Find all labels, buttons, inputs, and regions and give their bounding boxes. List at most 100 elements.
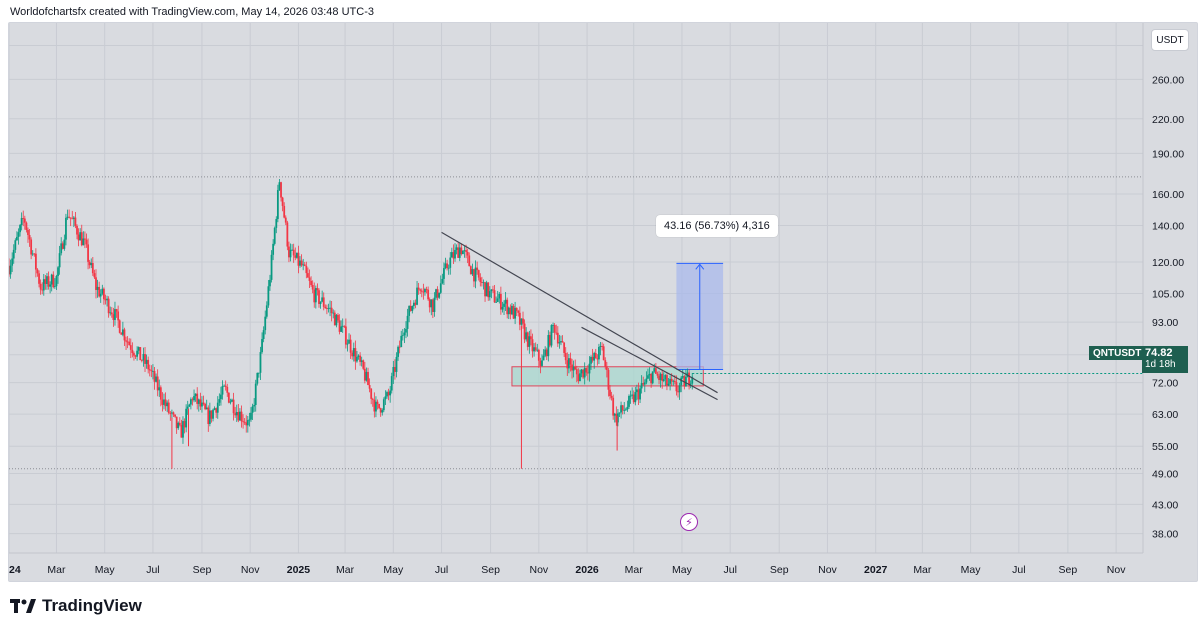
- candle-body: [212, 409, 214, 419]
- candle-body: [240, 411, 243, 422]
- candle-body: [63, 239, 66, 249]
- candle-body: [480, 282, 483, 283]
- candle-body: [666, 375, 668, 386]
- measure-arrow-head: [695, 263, 705, 270]
- candle-body: [496, 298, 499, 302]
- candle-body: [484, 282, 486, 297]
- candle-body: [425, 289, 428, 290]
- candle-body: [438, 292, 441, 298]
- candle-body: [376, 401, 379, 404]
- candle-body: [566, 360, 569, 369]
- candle-body: [621, 405, 624, 411]
- candle-body: [384, 396, 387, 400]
- candle-body: [476, 267, 479, 271]
- candle-body: [631, 394, 634, 396]
- candle-body: [148, 369, 151, 371]
- candle-body: [490, 289, 493, 292]
- candle-body: [272, 243, 275, 255]
- candle-body: [250, 412, 252, 420]
- candle-body: [189, 399, 192, 405]
- candle-body: [463, 250, 466, 251]
- currency-badge[interactable]: USDT: [1151, 29, 1189, 51]
- candle-body: [351, 352, 354, 357]
- candle-body: [85, 239, 88, 245]
- candle-body: [561, 341, 564, 343]
- candle-body: [71, 218, 74, 220]
- candle-body: [539, 360, 542, 366]
- candle-body: [23, 218, 26, 223]
- candle-body: [253, 404, 256, 407]
- candle-body: [580, 369, 583, 374]
- y-tick-label: 38.00: [1152, 529, 1178, 541]
- candle-body: [569, 358, 572, 365]
- candle-body: [159, 387, 162, 400]
- x-tick-label: 2026: [575, 564, 599, 576]
- candle-body: [300, 260, 303, 266]
- candle-body: [623, 409, 626, 411]
- candle-body: [379, 408, 382, 413]
- candle-body: [117, 311, 120, 321]
- candle-body: [659, 373, 662, 380]
- candle-body: [503, 303, 505, 307]
- y-tick-label: 140.00: [1152, 221, 1184, 233]
- candle-body: [457, 247, 460, 258]
- candle-body: [193, 396, 195, 401]
- candle-body: [34, 253, 37, 270]
- candle-body: [613, 413, 616, 416]
- candle-body: [344, 326, 347, 345]
- candle-body: [340, 326, 343, 332]
- candle-body: [460, 247, 463, 255]
- candle-body: [547, 335, 550, 357]
- candle-body: [471, 269, 474, 275]
- candle-body: [264, 316, 267, 331]
- candle-body: [401, 335, 404, 337]
- candle-body: [452, 252, 455, 259]
- candle-body: [42, 279, 45, 291]
- candle-body: [185, 408, 188, 428]
- candle-body: [175, 416, 178, 429]
- candle-body: [588, 363, 591, 374]
- measure-label: 43.16 (56.73%) 4,316: [656, 215, 778, 237]
- x-tick-label: May: [672, 564, 693, 576]
- candle-body: [239, 411, 241, 421]
- candle-body: [145, 359, 148, 364]
- candle-body: [194, 393, 197, 397]
- candle-body: [61, 243, 64, 249]
- tradingview-logo-icon: [10, 599, 36, 613]
- x-tick-label: Mar: [913, 564, 932, 576]
- candle-body: [618, 412, 621, 414]
- candle-body: [632, 394, 635, 403]
- candle-body: [534, 347, 537, 351]
- chart-panel[interactable]: 38.0043.0049.0055.0063.0072.0081.0093.00…: [8, 22, 1198, 582]
- candle-body: [414, 302, 417, 305]
- candle-body: [485, 282, 488, 297]
- candle-body: [38, 273, 40, 284]
- candle-body: [435, 289, 437, 298]
- x-tick-label: Mar: [336, 564, 355, 576]
- y-tick-label: 220.00: [1152, 114, 1184, 126]
- candle-body: [109, 312, 112, 314]
- candle-body: [161, 399, 164, 405]
- lightning-icon[interactable]: ⚡: [680, 513, 698, 531]
- candle-body: [52, 274, 55, 288]
- candle-body: [231, 399, 233, 402]
- candle-body: [582, 369, 585, 378]
- candle-body: [96, 286, 99, 290]
- x-tick-label: Jul: [1012, 564, 1025, 576]
- candle-body: [653, 368, 656, 372]
- trendline: [441, 231, 718, 394]
- chart-background: [9, 23, 1197, 581]
- candle-body: [647, 375, 649, 379]
- candle-body: [362, 360, 365, 369]
- price-chart[interactable]: 38.0043.0049.0055.0063.0072.0081.0093.00…: [9, 23, 1197, 581]
- candle-body: [276, 190, 279, 219]
- candle-body: [197, 399, 200, 404]
- candle-body: [556, 332, 559, 344]
- candle-body: [17, 232, 20, 237]
- candle-body: [488, 291, 491, 298]
- candle-body: [316, 288, 319, 291]
- candle-body: [604, 360, 607, 367]
- candle-body: [204, 404, 207, 410]
- candle-body: [310, 280, 312, 286]
- candle-body: [120, 332, 123, 335]
